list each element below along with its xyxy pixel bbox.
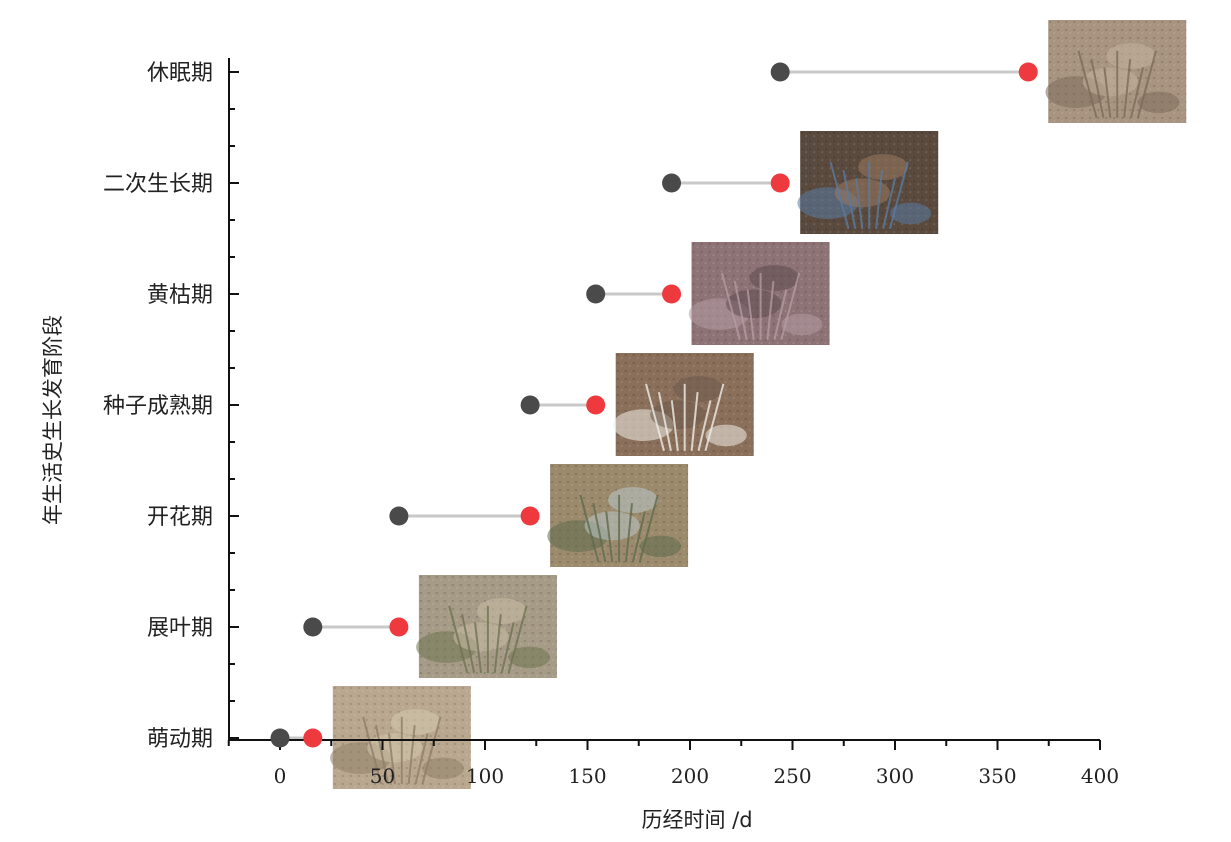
- x-tick-label: 150: [568, 764, 606, 788]
- photo-detail: [733, 280, 748, 341]
- start-point: [770, 62, 790, 82]
- photo-detail: [507, 605, 528, 674]
- x-tick-label: 0: [274, 764, 287, 788]
- stage-photos: [330, 20, 1187, 789]
- photo-detail: [500, 622, 515, 674]
- x-axis-title: 历经时间 /d: [641, 808, 752, 832]
- photo-detail: [461, 613, 476, 674]
- photo-detail: [704, 383, 725, 452]
- start-point: [270, 728, 290, 748]
- photo-detail: [407, 725, 416, 784]
- photo-detail: [780, 272, 801, 341]
- data-points: [270, 62, 1038, 748]
- end-point: [662, 284, 682, 304]
- end-point: [303, 728, 323, 748]
- x-tick-label: 200: [671, 764, 709, 788]
- y-category-label: 黄枯期: [147, 283, 213, 308]
- photo-detail: [1077, 50, 1098, 119]
- photo-detail: [1106, 43, 1156, 70]
- start-point: [662, 173, 682, 193]
- x-tick-label: 350: [978, 764, 1016, 788]
- photo-detail: [508, 646, 550, 669]
- stage-photo: [797, 131, 939, 234]
- photo-detail: [1137, 91, 1180, 114]
- photo-detail: [1130, 67, 1145, 119]
- end-point: [389, 617, 409, 637]
- start-point: [586, 284, 606, 304]
- y-category-label: 萌动期: [147, 727, 213, 752]
- photo-detail: [476, 598, 527, 625]
- photo-detail: [657, 391, 672, 452]
- photo-detail: [362, 716, 383, 785]
- stage-photo: [416, 575, 557, 678]
- photo-detail: [673, 376, 724, 403]
- y-category-label: 种子成熟期: [103, 394, 213, 419]
- photo-detail: [390, 709, 441, 736]
- start-point: [303, 617, 323, 637]
- photo-detail: [670, 400, 679, 451]
- photo-detail: [875, 170, 884, 229]
- end-point: [586, 395, 606, 415]
- start-point: [520, 395, 540, 415]
- stage-photo: [612, 353, 754, 456]
- photo-detail: [414, 733, 429, 785]
- x-tick-label: 100: [466, 764, 504, 788]
- photo-detail: [781, 313, 823, 336]
- photo-detail: [888, 161, 909, 230]
- stage-photo: [547, 464, 689, 567]
- photo-detail: [375, 724, 389, 785]
- photo-detail: [422, 757, 464, 780]
- photo-detail: [1090, 58, 1105, 119]
- stage-photo: [1045, 20, 1187, 123]
- y-category-label: 开花期: [147, 505, 213, 530]
- photo-detail: [842, 169, 857, 230]
- photo-detail: [773, 289, 788, 341]
- x-tick-label: 250: [773, 764, 811, 788]
- end-point: [1018, 62, 1038, 82]
- y-category-label: 展叶期: [147, 616, 213, 641]
- y-category-label: 休眠期: [147, 61, 213, 86]
- photo-detail: [474, 622, 482, 673]
- x-tick-label: 50: [370, 764, 395, 788]
- photo-detail: [625, 503, 633, 562]
- photo-detail: [448, 605, 469, 674]
- photo-detail: [608, 487, 658, 514]
- stage-photo: [330, 686, 471, 789]
- photo-detail: [605, 511, 614, 562]
- photo-detail: [697, 400, 712, 452]
- photo-detail: [638, 494, 659, 563]
- photo-detail: [592, 502, 607, 563]
- photo-detail: [1123, 59, 1132, 118]
- photo-detail: [889, 202, 932, 225]
- axes: 0 50 100 150 200 250 300 350 400 萌动期 展叶期 开花期 种子成熟期 黄枯…: [103, 58, 1119, 788]
- photo-detail: [746, 289, 755, 340]
- photo-detail: [579, 494, 600, 563]
- photo-detail: [829, 161, 850, 230]
- end-point: [520, 506, 540, 526]
- x-tick-label: 400: [1081, 764, 1119, 788]
- photo-detail: [855, 178, 864, 229]
- end-point: [770, 173, 790, 193]
- photo-detail: [1136, 50, 1157, 119]
- y-category-label: 二次生长期: [103, 172, 213, 197]
- photo-detail: [1103, 67, 1112, 118]
- y-axis-title: 年生活史生长发育阶段: [41, 315, 65, 525]
- photo-detail: [645, 383, 665, 452]
- photo-detail: [631, 511, 646, 563]
- x-tick-label: 300: [876, 764, 914, 788]
- photo-detail: [639, 535, 682, 558]
- photo-detail: [858, 154, 908, 181]
- photo-detail: [766, 281, 775, 340]
- photo-detail: [882, 178, 896, 230]
- stage-photo: [688, 242, 830, 345]
- photo-detail: [705, 424, 747, 447]
- photo-detail: [720, 272, 741, 341]
- photo-detail: [690, 392, 699, 451]
- photo-detail: [493, 614, 502, 673]
- start-point: [389, 506, 409, 526]
- photo-detail: [387, 733, 396, 784]
- photo-detail: [421, 716, 442, 785]
- photo-detail: [749, 265, 800, 292]
